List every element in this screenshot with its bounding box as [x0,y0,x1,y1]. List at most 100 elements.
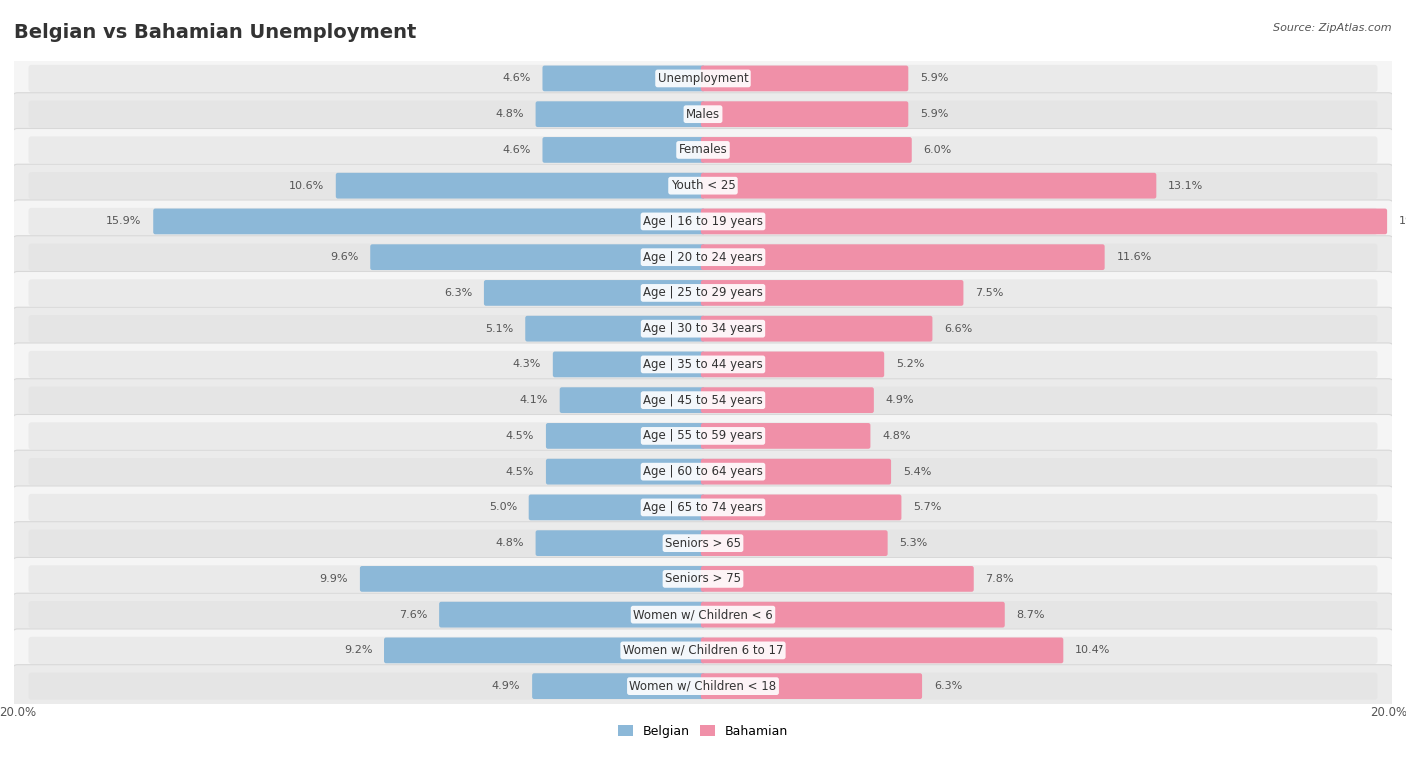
FancyBboxPatch shape [28,65,1378,92]
Text: 5.1%: 5.1% [485,324,513,334]
Text: Seniors > 75: Seniors > 75 [665,572,741,585]
Text: 4.9%: 4.9% [886,395,914,405]
Text: 4.8%: 4.8% [495,538,524,548]
Text: Youth < 25: Youth < 25 [671,179,735,192]
FancyBboxPatch shape [28,637,1378,664]
FancyBboxPatch shape [13,415,1393,457]
FancyBboxPatch shape [13,629,1393,672]
FancyBboxPatch shape [13,378,1393,422]
FancyBboxPatch shape [28,315,1378,342]
Text: 6.3%: 6.3% [444,288,472,298]
Text: 10.6%: 10.6% [288,181,323,191]
FancyBboxPatch shape [13,593,1393,636]
FancyBboxPatch shape [702,209,1388,235]
Text: 4.3%: 4.3% [513,360,541,369]
Text: Age | 65 to 74 years: Age | 65 to 74 years [643,501,763,514]
FancyBboxPatch shape [702,316,932,341]
Text: 4.8%: 4.8% [495,109,524,119]
FancyBboxPatch shape [702,459,891,484]
Text: Women w/ Children 6 to 17: Women w/ Children 6 to 17 [623,644,783,657]
Text: Age | 25 to 29 years: Age | 25 to 29 years [643,286,763,300]
FancyBboxPatch shape [28,101,1378,128]
FancyBboxPatch shape [13,93,1393,136]
Text: 19.8%: 19.8% [1399,217,1406,226]
FancyBboxPatch shape [702,602,1005,628]
FancyBboxPatch shape [13,665,1393,708]
FancyBboxPatch shape [13,200,1393,243]
Text: 7.5%: 7.5% [976,288,1004,298]
Text: Age | 16 to 19 years: Age | 16 to 19 years [643,215,763,228]
FancyBboxPatch shape [702,423,870,449]
FancyBboxPatch shape [13,272,1393,314]
Text: Males: Males [686,107,720,120]
Text: Unemployment: Unemployment [658,72,748,85]
FancyBboxPatch shape [28,244,1378,271]
FancyBboxPatch shape [28,279,1378,307]
Text: 7.6%: 7.6% [399,609,427,620]
FancyBboxPatch shape [546,423,704,449]
Text: Age | 20 to 24 years: Age | 20 to 24 years [643,251,763,263]
Text: 4.9%: 4.9% [492,681,520,691]
Text: Women w/ Children < 18: Women w/ Children < 18 [630,680,776,693]
Text: Age | 55 to 59 years: Age | 55 to 59 years [643,429,763,442]
FancyBboxPatch shape [439,602,704,628]
FancyBboxPatch shape [28,530,1378,556]
Text: 7.8%: 7.8% [986,574,1014,584]
FancyBboxPatch shape [702,388,875,413]
FancyBboxPatch shape [536,531,704,556]
FancyBboxPatch shape [702,101,908,127]
FancyBboxPatch shape [536,101,704,127]
FancyBboxPatch shape [702,173,1156,198]
Text: 4.1%: 4.1% [520,395,548,405]
FancyBboxPatch shape [546,459,704,484]
Text: Age | 60 to 64 years: Age | 60 to 64 years [643,465,763,478]
FancyBboxPatch shape [531,673,704,699]
Text: 9.2%: 9.2% [344,646,373,656]
FancyBboxPatch shape [28,565,1378,593]
FancyBboxPatch shape [336,173,704,198]
Text: Seniors > 65: Seniors > 65 [665,537,741,550]
FancyBboxPatch shape [28,172,1378,199]
Text: 4.6%: 4.6% [502,145,531,155]
Text: 4.5%: 4.5% [506,431,534,441]
FancyBboxPatch shape [13,164,1393,207]
FancyBboxPatch shape [28,672,1378,699]
Text: 5.7%: 5.7% [912,503,942,512]
Text: 4.6%: 4.6% [502,73,531,83]
Text: 20.0%: 20.0% [1369,706,1406,719]
FancyBboxPatch shape [13,450,1393,493]
FancyBboxPatch shape [543,137,704,163]
Text: Source: ZipAtlas.com: Source: ZipAtlas.com [1274,23,1392,33]
FancyBboxPatch shape [13,57,1393,100]
FancyBboxPatch shape [13,557,1393,600]
FancyBboxPatch shape [13,307,1393,350]
Legend: Belgian, Bahamian: Belgian, Bahamian [613,720,793,743]
FancyBboxPatch shape [13,343,1393,386]
Text: 5.9%: 5.9% [920,73,949,83]
Text: 5.3%: 5.3% [900,538,928,548]
Text: 9.6%: 9.6% [330,252,359,262]
FancyBboxPatch shape [28,494,1378,521]
Text: 4.8%: 4.8% [882,431,911,441]
Text: 6.3%: 6.3% [934,681,962,691]
Text: Females: Females [679,143,727,157]
Text: 8.7%: 8.7% [1017,609,1045,620]
FancyBboxPatch shape [553,351,704,377]
Text: 6.6%: 6.6% [945,324,973,334]
Text: 5.4%: 5.4% [903,466,931,477]
FancyBboxPatch shape [360,566,704,592]
FancyBboxPatch shape [702,66,908,92]
FancyBboxPatch shape [384,637,704,663]
Text: Age | 30 to 34 years: Age | 30 to 34 years [643,322,763,335]
FancyBboxPatch shape [529,494,704,520]
Text: Age | 35 to 44 years: Age | 35 to 44 years [643,358,763,371]
FancyBboxPatch shape [702,531,887,556]
Text: 15.9%: 15.9% [105,217,142,226]
FancyBboxPatch shape [702,566,974,592]
FancyBboxPatch shape [702,494,901,520]
Text: 4.5%: 4.5% [506,466,534,477]
FancyBboxPatch shape [153,209,704,235]
FancyBboxPatch shape [543,66,704,92]
Text: 6.0%: 6.0% [924,145,952,155]
Text: Belgian vs Bahamian Unemployment: Belgian vs Bahamian Unemployment [14,23,416,42]
